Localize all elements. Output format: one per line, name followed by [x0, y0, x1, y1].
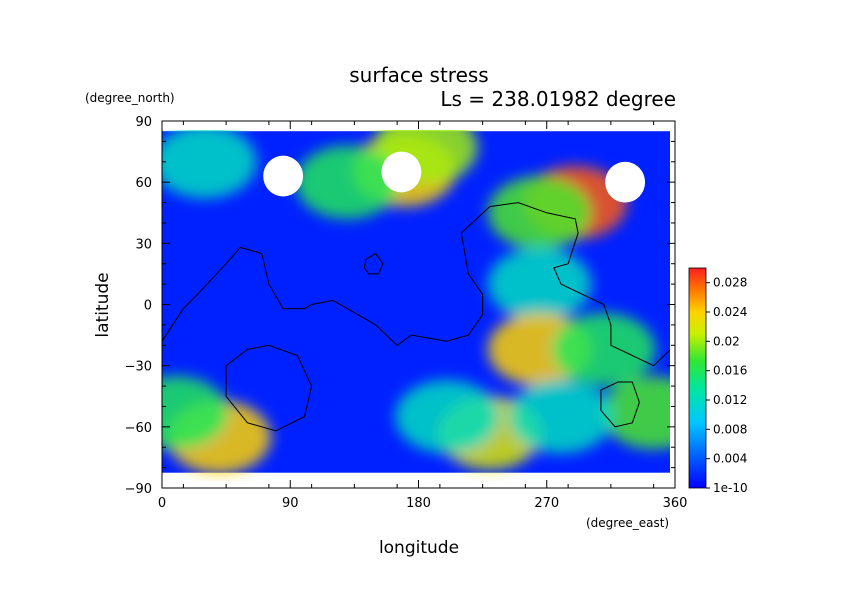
colorbar-label: 0.012 [713, 393, 747, 407]
y-tick-label: 60 [135, 176, 152, 191]
x-tick-label: 360 [663, 496, 688, 511]
heatmap-field [162, 130, 670, 474]
contour-small-loop [363, 252, 384, 275]
saturated-blob [263, 155, 304, 197]
y-tick-label: 0 [144, 299, 152, 314]
y-units-label: (degree_north) [85, 91, 175, 105]
colorbar-label: 0.004 [713, 452, 747, 466]
x-tick-label: 270 [534, 496, 559, 511]
colorbar-label: 0.02 [713, 334, 740, 348]
contour-western-boundary [162, 202, 670, 367]
contour-lines [162, 202, 670, 432]
stress-blob [295, 145, 400, 219]
colorbar-label: 0.008 [713, 422, 747, 436]
y-tick-label: 90 [135, 115, 152, 130]
x-tick-label: 90 [282, 496, 299, 511]
stress-blob [162, 130, 257, 199]
colorbar-label: 0.028 [713, 276, 747, 290]
y-tick-label: −30 [125, 360, 152, 375]
stress-blob [487, 247, 592, 321]
contour-crater-right [600, 381, 640, 428]
saturated-blob [381, 151, 422, 193]
chart-title: surface stress [349, 63, 488, 87]
colorbar-labels: 0.028 0.024 0.02 0.016 0.012 0.008 0.004 1e-10 [706, 276, 748, 495]
x-tick-label: 180 [406, 496, 431, 511]
saturated-blob [605, 161, 646, 203]
chart-subtitle: Ls = 238.01982 degree [440, 87, 676, 111]
y-tick-label: 30 [135, 237, 152, 252]
colorbar-label: 0.016 [713, 364, 747, 378]
stress-blob [509, 379, 613, 454]
y-tick-label: −60 [125, 421, 152, 436]
y-tick-label: −90 [125, 482, 152, 497]
contour-crater-left [225, 344, 313, 432]
x-axis-label: longitude [379, 538, 459, 558]
x-tick-label: 0 [158, 496, 166, 511]
colorbar-label: 1e-10 [713, 481, 748, 495]
x-units-label: (degree_east) [586, 516, 669, 530]
colorbar-label: 0.024 [713, 305, 747, 319]
y-axis-label: latitude [93, 272, 113, 337]
stress-blob [487, 176, 592, 250]
stress-blob [162, 375, 229, 450]
colorbar [688, 267, 707, 489]
stress-blob [395, 379, 499, 454]
stress-blob [551, 312, 656, 387]
axes: 0 90 180 270 360 90 60 30 0 −30 −60 −90 [125, 115, 688, 511]
